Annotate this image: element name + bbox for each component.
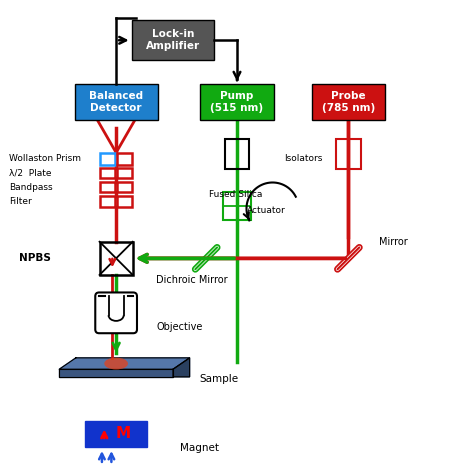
- Bar: [100, 182, 115, 192]
- Text: Isolators: Isolators: [284, 155, 323, 163]
- Ellipse shape: [104, 358, 128, 370]
- Text: Wollaston Prism: Wollaston Prism: [9, 155, 82, 163]
- Text: Filter: Filter: [9, 197, 32, 206]
- Text: Lock-in
Amplifier: Lock-in Amplifier: [146, 29, 200, 51]
- Bar: [75, 84, 157, 120]
- Text: Mirror: Mirror: [379, 237, 408, 247]
- Text: Fused Silica: Fused Silica: [209, 190, 262, 199]
- Bar: [336, 138, 361, 170]
- Bar: [100, 168, 115, 178]
- Bar: [85, 421, 147, 447]
- Text: Objective: Objective: [156, 322, 203, 332]
- Bar: [117, 168, 132, 178]
- Bar: [223, 192, 251, 220]
- Text: Bandpass: Bandpass: [9, 183, 53, 191]
- Polygon shape: [173, 358, 190, 377]
- Bar: [311, 84, 385, 120]
- Text: Sample: Sample: [199, 374, 238, 384]
- Bar: [100, 242, 133, 275]
- Text: Probe
(785 nm): Probe (785 nm): [322, 91, 375, 113]
- Polygon shape: [59, 358, 190, 369]
- Bar: [131, 20, 214, 61]
- Text: λ/2  Plate: λ/2 Plate: [9, 169, 52, 177]
- Bar: [100, 196, 115, 207]
- Bar: [117, 182, 132, 192]
- FancyBboxPatch shape: [95, 292, 137, 333]
- Text: Actuator: Actuator: [246, 207, 285, 215]
- Bar: [225, 138, 249, 170]
- Text: M: M: [116, 426, 131, 441]
- Bar: [117, 153, 132, 165]
- Text: Magnet: Magnet: [180, 443, 219, 453]
- Bar: [200, 84, 274, 120]
- Text: NPBS: NPBS: [19, 253, 51, 264]
- Polygon shape: [59, 369, 173, 377]
- Text: Dichroic Mirror: Dichroic Mirror: [156, 274, 228, 285]
- Text: Pump
(515 nm): Pump (515 nm): [210, 91, 264, 113]
- Text: Balanced
Detector: Balanced Detector: [89, 91, 143, 113]
- Bar: [117, 196, 132, 207]
- Bar: [100, 153, 115, 165]
